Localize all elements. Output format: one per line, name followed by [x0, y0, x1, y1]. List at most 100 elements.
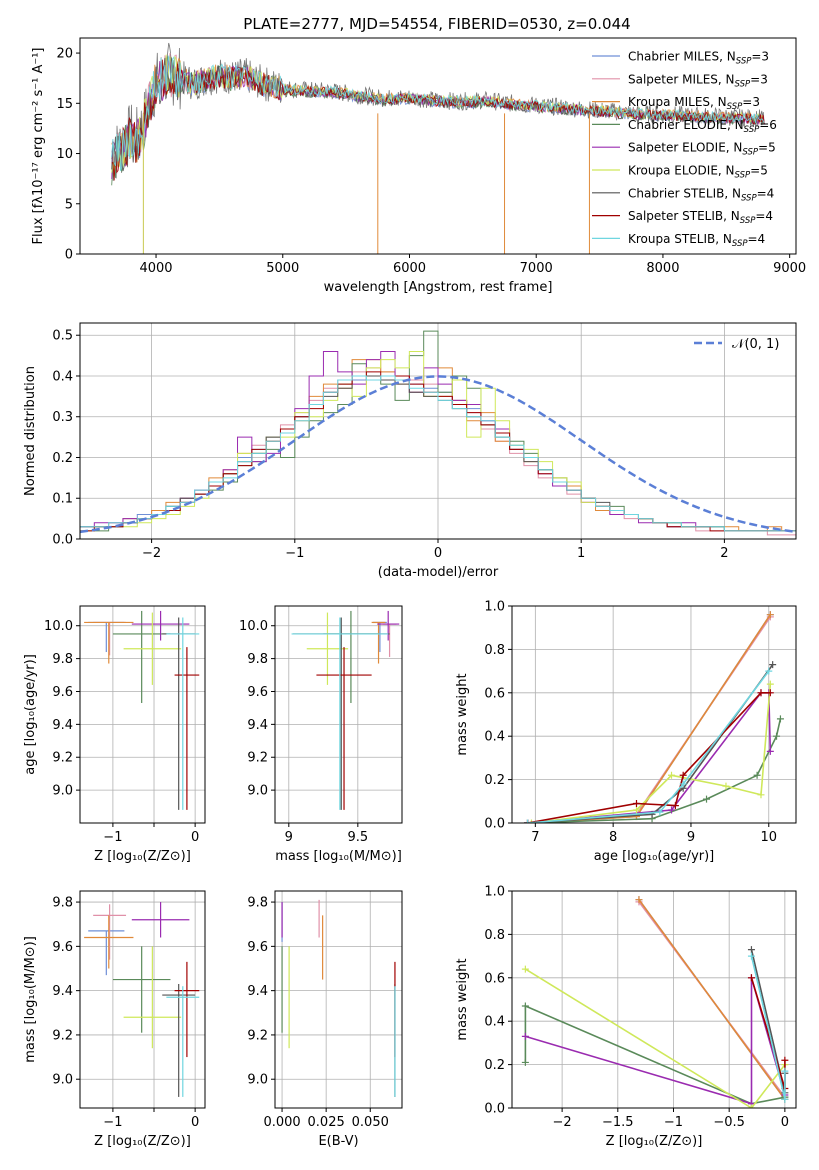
y-tick-label: 9.6: [247, 940, 268, 955]
y-tick-label: 9.6: [247, 685, 268, 700]
plot-area: [291, 610, 400, 810]
y-tick-label: 0.6: [484, 686, 505, 701]
legend-label: Chabrier ELODIE, NSSP=6: [628, 118, 777, 135]
weight-point-marker: [781, 1067, 789, 1075]
y-tick-label: 0.4: [484, 730, 505, 745]
weight-point-marker: [757, 791, 765, 799]
weight-series-line: [527, 664, 774, 823]
x-tick-label: −1: [103, 1115, 122, 1130]
plot-area: [521, 896, 789, 1108]
y-tick-label: 0.6: [484, 971, 505, 986]
x-axis-label: E(B-V): [318, 1134, 358, 1149]
legend-label: Chabrier MILES, NSSP=3: [628, 50, 769, 67]
panel-residuals: −2 −1 0 1 2 0.0 0.1 0.2 0.3 0.4 0.5 (data-model)/er…: [23, 322, 797, 580]
panel-mass_vs_Z: −1 0 9.0 9.2 9.4 9.6 9.8 Z [log₁₀(Z/Z⊙)] mass [l…: [23, 890, 206, 1149]
weight-point-marker: [766, 689, 774, 697]
legend-label: Chabrier STELIB, NSSP=4: [628, 186, 774, 203]
weight-point-marker: [766, 611, 774, 619]
weight-point-marker: [757, 689, 765, 697]
x-axis-label: mass [log₁₀(M/M⊙)]: [275, 849, 402, 864]
weight-point-marker: [765, 667, 773, 675]
legend-label: Kroupa ELODIE, NSSP=5: [628, 164, 768, 181]
y-axis-label: mass [log₁₀(M/M⊙)]: [23, 936, 38, 1063]
legend-label: 𝒩(0, 1): [732, 337, 779, 352]
weight-point-marker: [753, 771, 761, 779]
y-tick-label: 0.2: [484, 1058, 505, 1073]
y-axis-label: age [log₁₀(age/yr)]: [23, 654, 38, 775]
axes-frame: [79, 890, 206, 1109]
y-tick-label: 0.2: [52, 451, 73, 466]
weight-point-marker: [521, 1032, 529, 1040]
plot-area: [281, 899, 396, 1097]
x-tick-label: 9.5: [347, 830, 368, 845]
weight-series-line: [527, 718, 782, 823]
y-tick-label: 9.4: [52, 984, 73, 999]
x-axis-label: Z [log₁₀(Z/Z⊙)]: [94, 849, 191, 864]
y-tick-label: 0.8: [484, 643, 505, 658]
weight-point-marker: [747, 946, 755, 954]
y-tick-label: 0: [65, 248, 73, 263]
weight-series-line: [531, 684, 772, 823]
x-tick-label: −1: [103, 830, 122, 845]
weight-point-marker: [635, 896, 643, 904]
y-tick-label: 9.0: [52, 1073, 73, 1088]
x-tick-label: −0.5: [713, 1115, 745, 1130]
weight-point-marker: [632, 799, 640, 807]
weight-point-marker: [679, 771, 687, 779]
y-tick-label: 1.0: [484, 600, 505, 615]
y-tick-label: 5: [65, 197, 73, 212]
x-tick-label: 4000: [139, 261, 172, 276]
x-tick-label: −1.5: [602, 1115, 634, 1130]
y-axis-label: mass weight: [455, 958, 470, 1040]
x-tick-label: −2: [553, 1115, 572, 1130]
y-tick-label: 0.5: [52, 329, 73, 344]
weight-point-marker: [747, 952, 755, 960]
panel-mass_vs_ebv: 0.000 0.025 0.050 9.0 9.2 9.4 9.6 9.8 E(B-V): [247, 890, 403, 1149]
panel-age_vs_mass: 9 9.5 9.0 9.2 9.4 9.6 9.8 10.0 mass [log₁₀(M/M⊙)…: [239, 605, 403, 864]
y-tick-label: 10.0: [44, 619, 73, 634]
weight-point-marker: [776, 715, 784, 723]
x-tick-label: 6000: [393, 261, 426, 276]
y-tick-label: 10.0: [239, 619, 268, 634]
x-tick-label: 0: [434, 546, 442, 561]
x-tick-label: 0: [781, 1115, 789, 1130]
y-tick-label: 9.2: [52, 751, 73, 766]
x-tick-label: 5000: [266, 261, 299, 276]
x-axis-label: Z [log₁₀(Z/Z⊙)]: [94, 1134, 191, 1149]
y-tick-label: 9.4: [247, 984, 268, 999]
y-tick-label: 10: [56, 147, 73, 162]
weight-point-marker: [524, 819, 532, 823]
x-tick-label: 8: [609, 830, 617, 845]
x-axis-label: (data-model)/error: [378, 565, 499, 580]
y-tick-label: 9.2: [52, 1028, 73, 1043]
panel-weight_vs_age: 7 8 9 10 0.0 0.2 0.4 0.6 0.8 1.0 age [log₁₀(age/yr…: [455, 600, 797, 864]
weight-point-marker: [521, 965, 529, 973]
panel-spectrum: 4000 5000 6000 7000 8000 9000 0 5 10 15 20 waveleng…: [31, 37, 806, 295]
panel-weight_vs_Z: −2 −1.5 −1 −0.5 0 0.0 0.2 0.4 0.6 0.8 1.0 Z [log₁₀(…: [455, 885, 797, 1149]
axes-frame: [79, 605, 206, 824]
y-tick-label: 9.0: [247, 1073, 268, 1088]
x-tick-label: 0.050: [352, 1115, 389, 1130]
legend: Chabrier MILES, NSSP=3 Salpeter MILES, NS…: [592, 50, 777, 249]
axes-frame: [79, 322, 797, 540]
y-tick-label: 9.4: [247, 718, 268, 733]
legend: 𝒩(0, 1): [694, 337, 779, 352]
y-tick-label: 20: [56, 47, 73, 62]
x-tick-label: 2: [720, 546, 728, 561]
plot-area: [80, 330, 796, 539]
legend-label: Kroupa STELIB, NSSP=4: [628, 232, 765, 249]
axes-frame: [274, 890, 403, 1109]
weight-point-marker: [668, 771, 676, 779]
plot-area: [524, 611, 784, 823]
weight-series-line: [527, 616, 771, 823]
weight-point-marker: [769, 661, 777, 669]
y-tick-label: 9.8: [247, 652, 268, 667]
x-axis-label: Z [log₁₀(Z/Z⊙)]: [606, 1134, 703, 1149]
y-tick-label: 9.0: [247, 784, 268, 799]
weight-point-marker: [773, 732, 781, 740]
y-axis-label: Flux [fλ10⁻¹⁷ erg cm⁻² s⁻¹ A⁻¹]: [31, 48, 46, 245]
weight-series-line: [750, 977, 786, 1089]
weight-point-marker: [527, 819, 535, 823]
y-tick-label: 0.1: [52, 492, 73, 507]
